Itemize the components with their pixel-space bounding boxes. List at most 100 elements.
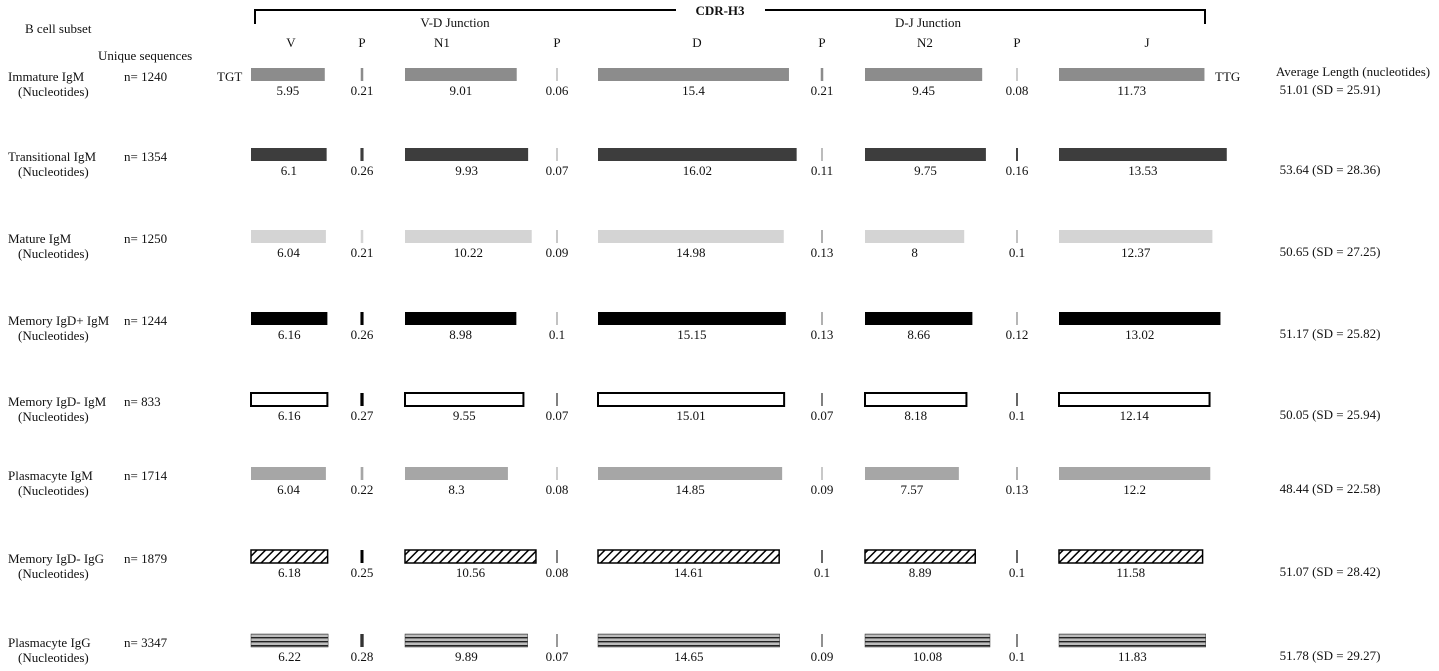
segment-value-label: 0.1 — [1009, 565, 1025, 580]
segment-value-label: 9.01 — [449, 83, 472, 98]
segment-header-n2-6: N2 — [917, 35, 933, 50]
row-subset-name: Memory IgD- IgG — [8, 551, 104, 566]
segment-bar-n2 — [865, 230, 965, 243]
segment-bar-p — [556, 148, 558, 161]
segment-bar-v — [251, 230, 326, 243]
segment-bar-d — [597, 392, 786, 407]
segment-value-label: 9.45 — [912, 83, 935, 98]
vd-junction-label: V-D Junction — [420, 15, 490, 30]
chart-row: Memory IgD- IgG(Nucleotides) n= 1879 6.18 0… — [8, 549, 1380, 581]
segment-value-label: 14.65 — [674, 649, 703, 664]
segment-bar-p — [556, 634, 558, 647]
row-average-length: 48.44 (SD = 22.58) — [1280, 481, 1381, 496]
segment-value-label: 0.09 — [811, 482, 834, 497]
segment-bar-n1 — [404, 549, 537, 564]
row-average-length: 50.05 (SD = 25.94) — [1280, 407, 1381, 422]
segment-bar-v — [250, 549, 329, 564]
segment-value-label: 0.09 — [546, 245, 569, 260]
segment-value-label: 0.11 — [811, 163, 833, 178]
segment-value-label: 6.04 — [277, 482, 300, 497]
segment-header-p-3: P — [553, 35, 560, 50]
segment-bar-p — [360, 68, 364, 81]
chart-row: Memory IgD+ IgM(Nucleotides) n= 1244 6.16 0… — [8, 312, 1380, 343]
segment-bar-p — [556, 550, 558, 563]
segment-value-label: 8 — [911, 245, 918, 260]
segment-value-label: 0.1 — [814, 565, 830, 580]
segment-bar-n1 — [405, 68, 517, 81]
segment-bar-n1 — [404, 633, 528, 648]
row-subset-name: Immature IgM — [8, 69, 85, 84]
segment-bar-p — [821, 312, 823, 325]
segment-header-p-1: P — [358, 35, 365, 50]
segment-value-label: 0.26 — [351, 163, 374, 178]
segment-bar-j — [1058, 549, 1204, 564]
chart-row: Immature IgM(Nucleotides) n= 1240 5.95 0.21… — [8, 68, 1380, 99]
segment-bar-p — [360, 393, 364, 406]
segment-value-label: 0.07 — [546, 408, 569, 423]
segment-bar-p — [821, 230, 823, 243]
segment-value-label: 14.85 — [675, 482, 704, 497]
segment-bar-p — [556, 467, 558, 480]
segment-bar-p — [820, 68, 824, 81]
row-subset-sublabel: (Nucleotides) — [18, 84, 89, 99]
segment-header-v-0: V — [286, 35, 296, 50]
segment-bar-p — [1016, 467, 1018, 480]
row-count: n= 1244 — [124, 313, 168, 328]
row-subset-sublabel: (Nucleotides) — [18, 164, 89, 179]
row-average-length: 53.64 (SD = 28.36) — [1280, 162, 1381, 177]
segment-value-label: 8.98 — [449, 327, 472, 342]
segment-value-label: 10.22 — [454, 245, 483, 260]
chart-row: Plasmacyte IgM(Nucleotides) n= 1714 6.04 0.… — [8, 467, 1380, 498]
row-count: n= 3347 — [124, 635, 168, 650]
segment-bar-p — [556, 393, 558, 406]
row-subset-name: Transitional IgM — [8, 149, 96, 164]
segment-bar-v — [251, 312, 328, 325]
segment-value-label: 12.2 — [1123, 482, 1146, 497]
segment-bar-p — [360, 148, 364, 161]
segment-value-label: 0.21 — [351, 83, 374, 98]
segment-value-label: 16.02 — [683, 163, 712, 178]
segment-value-label: 6.04 — [277, 245, 300, 260]
segment-value-label: 15.4 — [682, 83, 705, 98]
row-average-length: 51.01 (SD = 25.91) — [1280, 82, 1381, 97]
segment-value-label: 9.55 — [453, 408, 476, 423]
segment-value-label: 9.75 — [914, 163, 937, 178]
segment-value-label: 15.01 — [676, 408, 705, 423]
segment-bar-p — [821, 467, 823, 480]
dj-junction-label: D-J Junction — [895, 15, 962, 30]
row-count: n= 833 — [124, 394, 161, 409]
segment-value-label: 0.1 — [549, 327, 565, 342]
segment-bar-v — [251, 148, 327, 161]
segment-bar-p — [821, 393, 823, 406]
segment-bar-p — [360, 550, 364, 563]
segment-value-label: 9.93 — [455, 163, 478, 178]
segment-value-label: 0.07 — [811, 408, 834, 423]
row-subset-name: Memory IgD+ IgM — [8, 313, 110, 328]
row-count: n= 1879 — [124, 551, 167, 566]
segment-header-p-5: P — [818, 35, 825, 50]
row-subset-sublabel: (Nucleotides) — [18, 483, 89, 498]
segment-bar-j — [1059, 148, 1227, 161]
segment-bar-p — [556, 312, 558, 325]
group-column-label: B cell subset — [25, 21, 92, 36]
segment-value-label: 0.21 — [811, 83, 834, 98]
segment-bar-p — [1016, 148, 1018, 161]
segment-bar-j — [1059, 312, 1221, 325]
segment-value-label: 0.21 — [351, 245, 374, 260]
segment-value-label: 0.13 — [1006, 482, 1029, 497]
segment-value-label: 6.22 — [278, 649, 301, 664]
segment-bar-n1 — [405, 230, 532, 243]
segment-bar-d — [598, 148, 797, 161]
segment-bar-n1 — [404, 392, 525, 407]
segment-bar-p — [556, 68, 558, 81]
segment-value-label: 0.08 — [1006, 83, 1029, 98]
segment-header-d-4: D — [692, 35, 701, 50]
segment-value-label: 14.98 — [676, 245, 705, 260]
segment-bar-d — [597, 633, 780, 648]
segment-bar-p — [821, 550, 823, 563]
segment-bar-j — [1058, 392, 1211, 407]
segment-bar-n2 — [864, 549, 976, 564]
row-subset-name: Plasmacyte IgM — [8, 468, 93, 483]
segment-bar-p — [1016, 634, 1018, 647]
